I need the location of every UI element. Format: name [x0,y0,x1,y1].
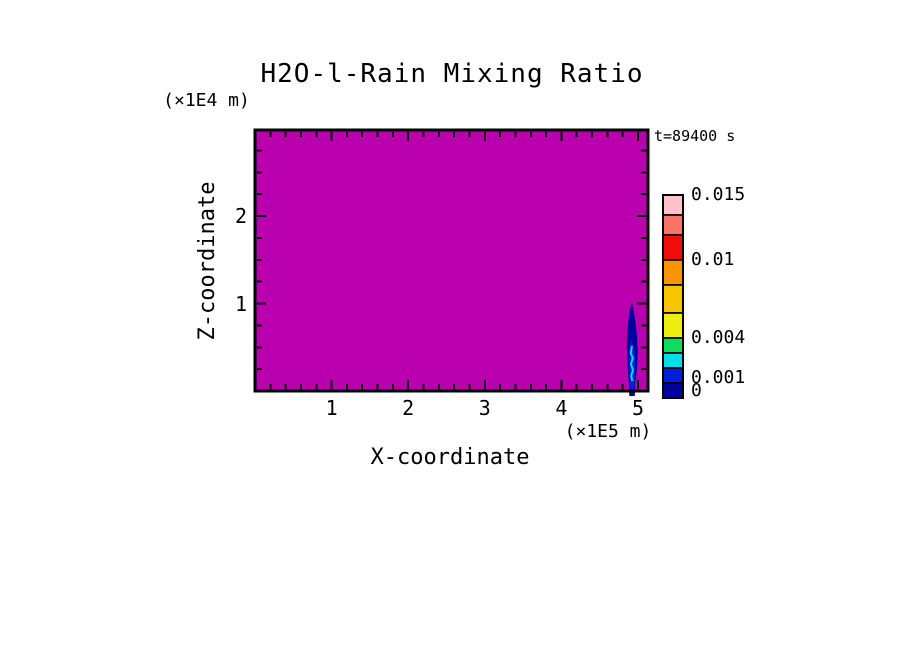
x-tick-label: 4 [555,396,568,420]
y-axis-title: Z-coordinate [195,181,220,341]
x-tick-label: 1 [325,396,338,420]
colorbar-segment [662,194,684,216]
chart-title: H2O-l-Rain Mixing Ratio [260,59,644,89]
colorbar-segment [662,234,684,261]
y-axis-unit: (×1E4 m) [163,90,250,111]
colorbar-label: 0.001 [691,366,746,388]
colorbar-segment [662,312,684,339]
colorbar-segment [662,367,684,384]
colorbar-label: 0.01 [691,248,735,270]
x-axis-title: X-coordinate [370,445,530,470]
rain-shaft-core-contour [629,345,634,382]
colorbar-segment [662,284,684,314]
time-stamp: t=89400 s [654,127,736,145]
colorbar-label: 0 [691,380,702,402]
colorbar-segment [662,214,684,236]
x-tick-label: 3 [478,396,491,420]
x-tick-label: 5 [631,396,645,420]
colorbar-frame [662,194,684,399]
plot-frame [253,128,650,393]
y-tick-label: 1 [234,291,247,316]
x-tick-label: 2 [402,396,415,420]
colorbar-segment [662,352,684,369]
colorbar-segment [662,382,684,399]
colorbar [662,194,684,399]
contour-plot [253,128,650,396]
colorbar-segment [662,259,684,286]
y-tick-label: 2 [234,204,247,228]
x-axis-unit: (×1E5 m) [564,421,652,442]
field-background [255,130,648,391]
colorbar-segment [662,337,684,354]
colorbar-label: 0.015 [691,184,746,205]
colorbar-label: 0.004 [691,326,746,348]
